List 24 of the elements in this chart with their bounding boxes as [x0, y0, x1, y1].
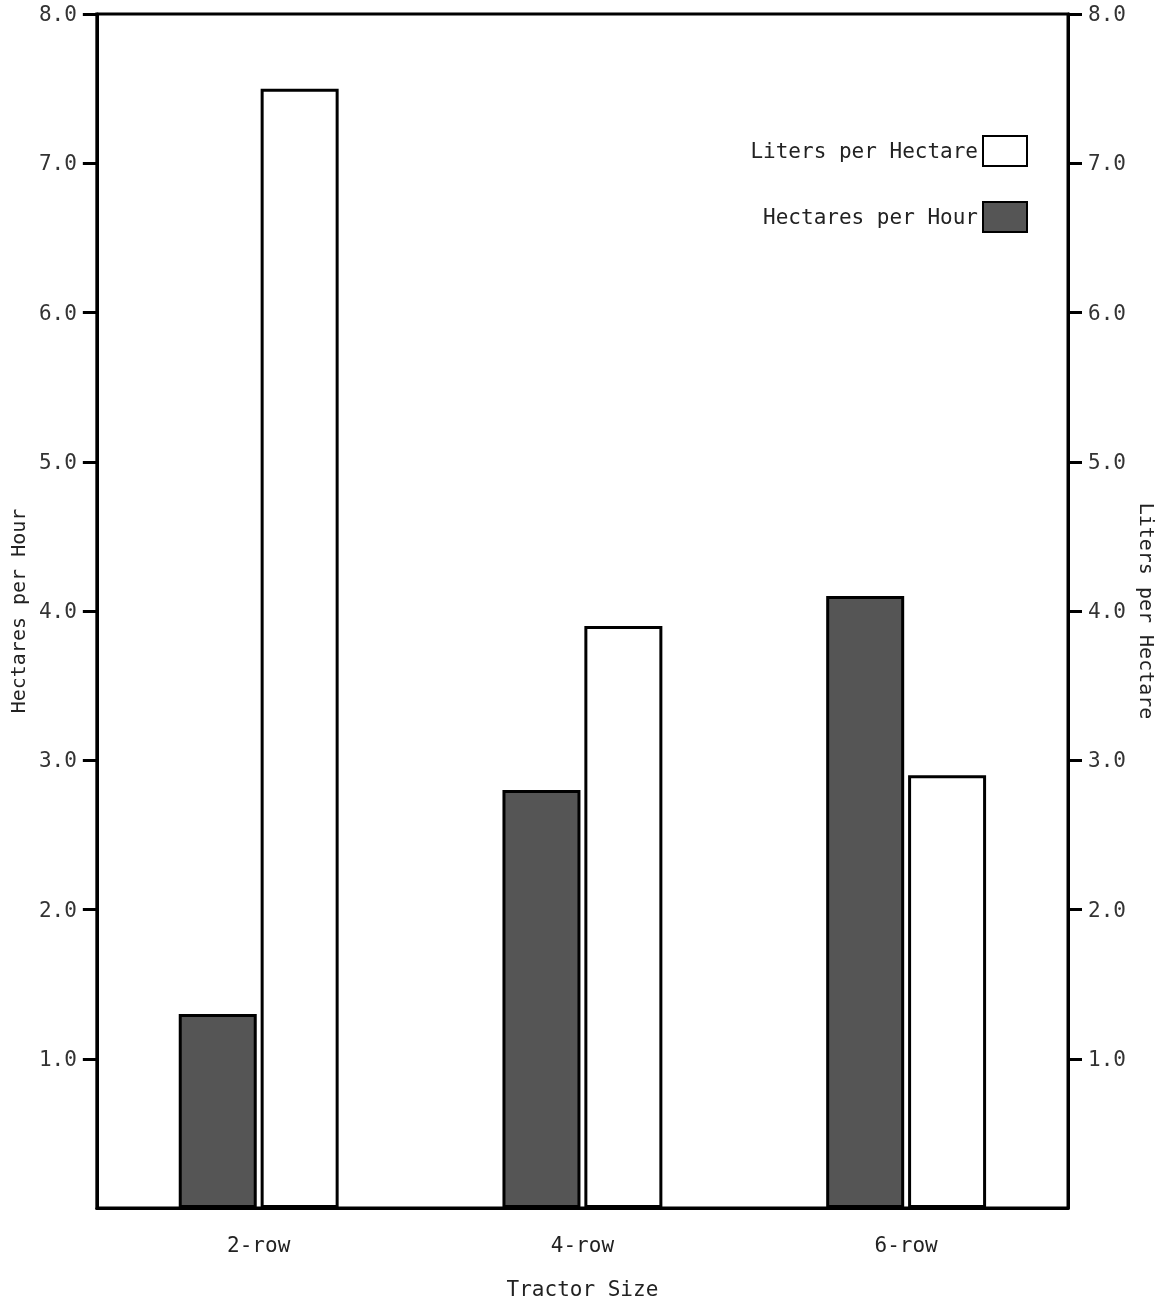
y2-tick-label: 6.0: [1088, 300, 1126, 325]
y-tick-label: 3.0: [38, 748, 77, 773]
y-tick-label: 4.0: [38, 599, 77, 623]
y-tick-label: 8.0: [38, 2, 77, 26]
y2-tick-label: 8.0: [1088, 2, 1126, 26]
legend-label: Hectares per Hour: [763, 205, 978, 229]
x-tick-label: 6-row: [874, 1232, 939, 1257]
y-tick-label: 2.0: [38, 897, 77, 922]
y2-tick-label: 7.0: [1088, 151, 1126, 176]
y-tick-label: 5.0: [38, 449, 77, 474]
x-axis-title: Tractor Size: [506, 1276, 659, 1301]
y-axis-title: Hectares per Hour: [6, 508, 30, 714]
y-tick-label: 6.0: [38, 300, 77, 325]
x-tick-label: 4-row: [550, 1232, 615, 1257]
x-tick-label: 2-row: [227, 1232, 291, 1257]
y2-tick-label: 1.0: [1088, 1046, 1126, 1071]
legend-label: Liters per Hectare: [750, 139, 978, 163]
y2-axis-title: Liters per Hectare: [1134, 502, 1159, 720]
y2-tick-label: 2.0: [1088, 897, 1126, 922]
y-tick-label: 1.0: [38, 1046, 77, 1071]
y2-tick-label: 3.0: [1088, 748, 1126, 773]
y-tick-label: 7.0: [38, 151, 77, 176]
y2-tick-label: 4.0: [1088, 599, 1126, 623]
y2-tick-label: 5.0: [1088, 449, 1126, 474]
